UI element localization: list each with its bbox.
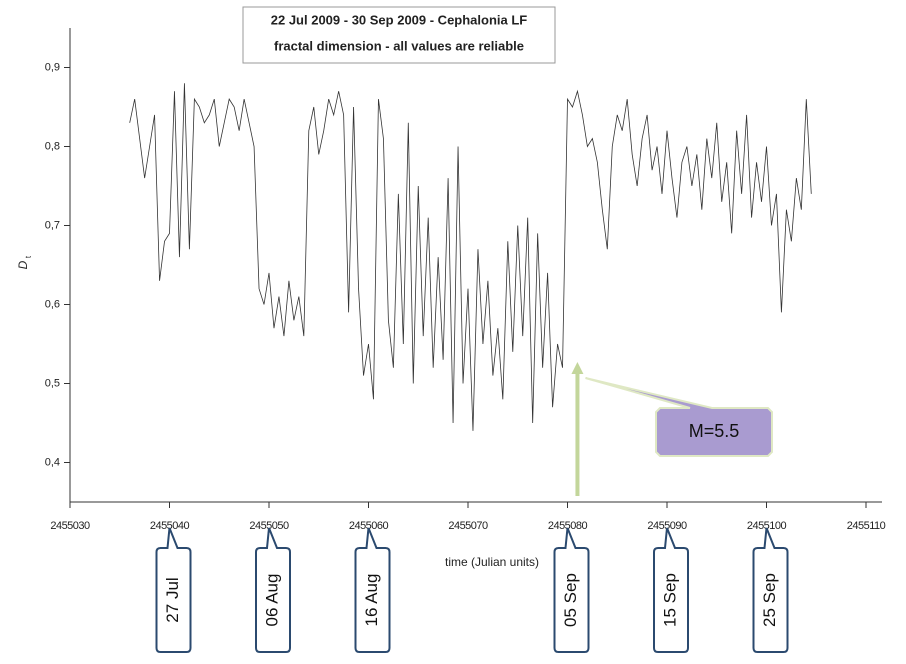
x-tick-label: 2455060 (349, 520, 389, 532)
title-box (242, 6, 556, 64)
date-label: 06 Aug (262, 574, 281, 627)
date-callout (354, 527, 391, 653)
y-tick-label: 0,8 (45, 140, 60, 152)
date-label: 27 Jul (163, 577, 182, 622)
date-label: 16 Aug (362, 574, 381, 627)
x-axis-label: time (Julian units) (445, 555, 539, 569)
x-tick-label: 2455110 (847, 520, 886, 532)
x-tick-label: 2455040 (150, 520, 190, 532)
event-arrow-head (571, 362, 584, 374)
date-callout (752, 527, 789, 653)
x-tick-label: 2455070 (448, 520, 488, 532)
date-label: 25 Sep (760, 573, 779, 627)
y-tick-label: 0,7 (45, 219, 60, 231)
y-axis-label-sub: t (24, 255, 33, 258)
data-line (129, 83, 812, 431)
date-callout (255, 527, 291, 653)
y-tick-label: 0,6 (45, 298, 60, 310)
date-callout (653, 527, 689, 653)
event-label: M=5.5 (689, 421, 740, 441)
y-tick-label: 0,5 (45, 377, 60, 389)
date-callout (155, 527, 192, 653)
x-tick-label: 2455080 (548, 520, 588, 532)
chart-subtitle: fractal dimension - all values are relia… (274, 38, 524, 53)
x-tick-label: 2455090 (647, 520, 687, 532)
x-tick-label: 2455100 (747, 520, 787, 532)
x-tick-label: 2455030 (50, 520, 90, 532)
date-callout (553, 527, 590, 653)
y-axis-label: D (16, 260, 30, 269)
date-label: 05 Sep (561, 573, 580, 627)
date-label: 15 Sep (660, 573, 679, 627)
y-tick-label: 0,4 (45, 456, 60, 468)
event-callout (585, 377, 773, 457)
y-tick-label: 0,9 (45, 61, 60, 73)
chart-title: 22 Jul 2009 - 30 Sep 2009 - Cephalonia L… (271, 12, 528, 27)
x-tick-label: 2455050 (249, 520, 289, 532)
